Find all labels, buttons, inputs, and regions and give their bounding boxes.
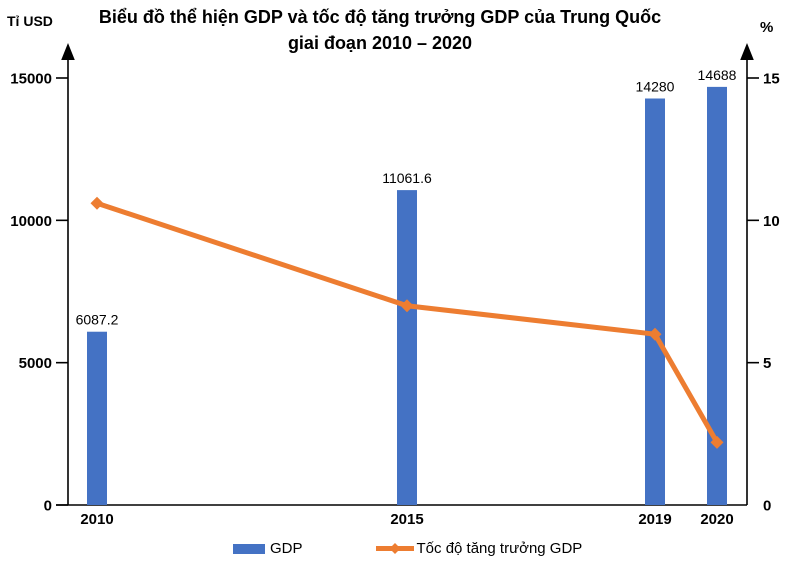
legend-gdp-label: GDP [270, 540, 303, 557]
legend-item-growth: Tốc độ tăng trưởng GDP [375, 540, 583, 557]
growth-line-marker-icon [375, 543, 414, 554]
right-axis-tick-label: 0 [763, 498, 771, 515]
gdp-value-labels: 6087.2 11061.6 14280 14688 [76, 67, 737, 328]
left-axis-unit-label: Tỉ USD [7, 13, 53, 29]
left-axis-tick-label: 0 [44, 498, 52, 515]
year-label: 2015 [390, 511, 423, 528]
growth-marker-2010 [90, 196, 104, 210]
gdp-bar-2019 [645, 98, 665, 505]
growth-rate-line [90, 196, 724, 449]
gdp-value-label: 14280 [636, 78, 675, 94]
legend-item-gdp: GDP [233, 540, 303, 557]
growth-marker-2019 [648, 327, 662, 341]
gdp-value-label: 6087.2 [76, 312, 119, 328]
right-axis-tick-label: 10 [763, 213, 780, 230]
left-axis-tick-label: 5000 [19, 355, 52, 372]
legend-growth-label: Tốc độ tăng trưởng GDP [416, 540, 583, 557]
right-axis-arrow-icon [740, 43, 754, 60]
growth-marker-2020 [710, 435, 724, 449]
year-label: 2010 [80, 511, 113, 528]
growth-line-path [94, 200, 720, 445]
year-label: 2019 [638, 511, 671, 528]
chart-title-line2: giai đoạn 2010 – 2020 [287, 33, 473, 53]
growth-marker-2015 [400, 299, 414, 313]
gdp-value-label: 11061.6 [382, 170, 432, 186]
gdp-bars [87, 86, 727, 506]
left-axis-tick-label: 10000 [10, 213, 52, 230]
chart-title-line1: Biểu đồ thể hiện GDP và tốc độ tăng trưở… [98, 7, 662, 27]
axis-ticks: 0 5000 10000 15000 0 5 10 15 [10, 71, 779, 515]
legend: GDP Tốc độ tăng trưởng GDP [233, 540, 582, 557]
right-axis-tick-label: 15 [763, 71, 780, 88]
chart-title: Biểu đồ thể hiện GDP và tốc độ tăng trưở… [30, 4, 730, 56]
gdp-bar-2010 [87, 331, 107, 505]
gdp-bar-2015 [397, 190, 417, 506]
left-axis-arrow-icon [61, 43, 75, 60]
right-axis-unit-label: % [760, 19, 774, 36]
left-axis-tick-label: 15000 [10, 71, 52, 88]
gdp-swatch-icon [233, 543, 265, 554]
year-label: 2020 [700, 511, 733, 528]
gdp-bar-2020 [707, 86, 727, 506]
year-labels: 2010 2015 2019 2020 [80, 511, 733, 528]
gdp-value-label: 14688 [698, 67, 737, 83]
right-axis-tick-label: 5 [763, 355, 771, 372]
